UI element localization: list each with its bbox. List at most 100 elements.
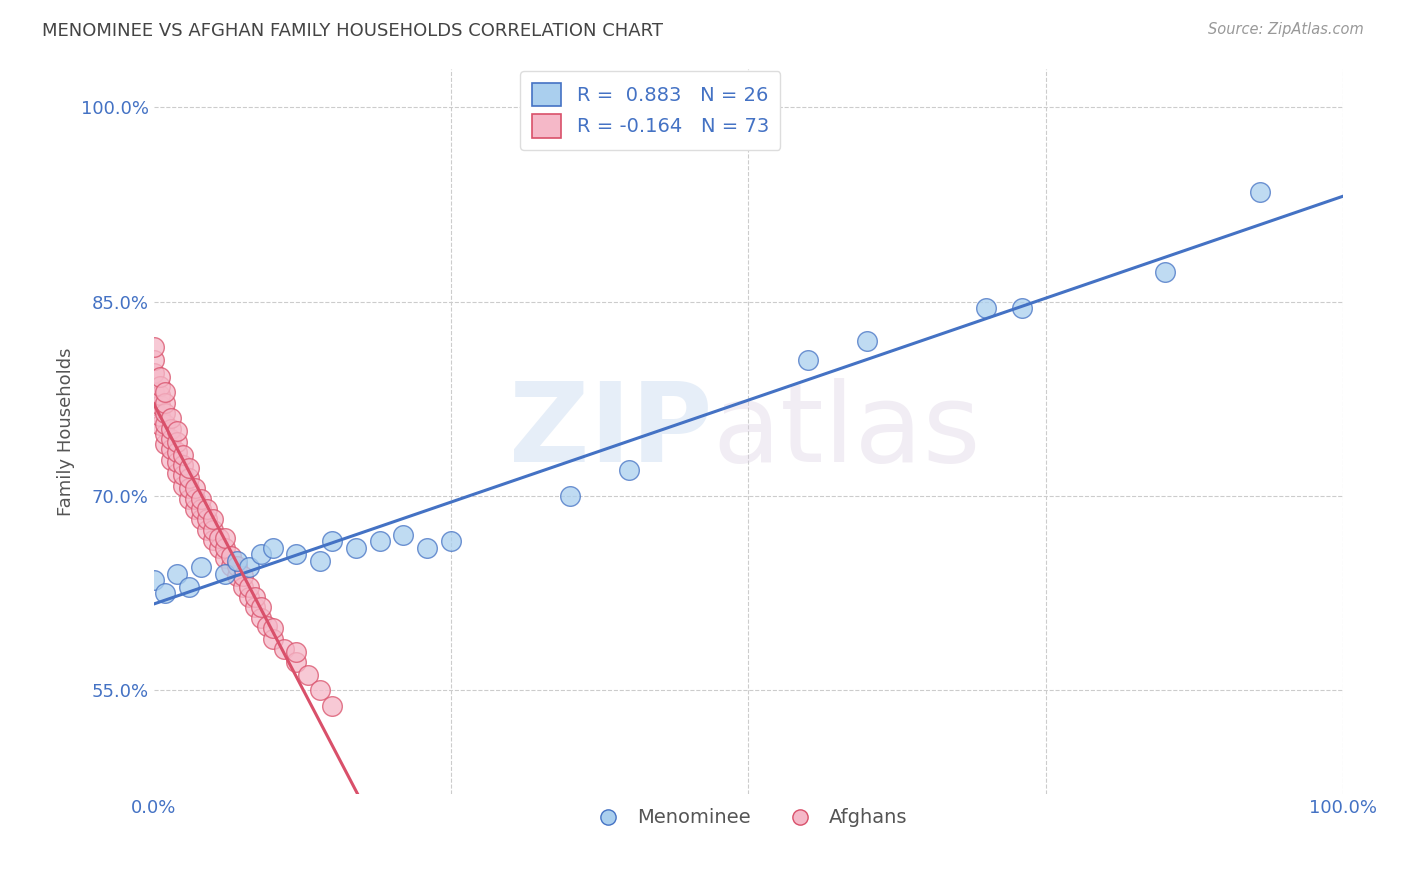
Point — [256, 618, 278, 632]
Point — [166, 466, 188, 480]
Point — [238, 560, 260, 574]
Point — [195, 512, 218, 526]
Point — [148, 409, 170, 423]
Legend: Menominee, Afghans: Menominee, Afghans — [581, 800, 915, 835]
Point — [219, 559, 242, 574]
Point — [142, 574, 165, 588]
Point — [190, 502, 212, 516]
Point — [179, 491, 201, 506]
Point — [179, 471, 201, 485]
Point — [179, 460, 201, 475]
Point — [285, 644, 308, 658]
Point — [249, 547, 271, 561]
Point — [974, 301, 997, 316]
Point — [202, 533, 225, 548]
Point — [249, 600, 271, 615]
Point — [160, 432, 183, 446]
Point — [262, 632, 284, 646]
Y-axis label: Family Households: Family Households — [58, 347, 75, 516]
Point — [190, 491, 212, 506]
Point — [214, 531, 236, 545]
Point — [190, 512, 212, 526]
Point — [214, 566, 236, 581]
Point — [225, 554, 247, 568]
Point — [148, 379, 170, 393]
Point — [160, 452, 183, 467]
Point — [179, 481, 201, 495]
Point — [184, 502, 207, 516]
Point — [1153, 265, 1175, 279]
Point — [202, 523, 225, 537]
Point — [208, 531, 231, 545]
Point — [172, 458, 194, 472]
Point — [225, 569, 247, 583]
Point — [155, 396, 177, 410]
Point — [184, 481, 207, 495]
Point — [232, 580, 254, 594]
Point — [166, 566, 188, 581]
Point — [202, 512, 225, 526]
Point — [440, 534, 463, 549]
Point — [142, 340, 165, 354]
Point — [166, 445, 188, 459]
Point — [309, 554, 332, 568]
Point — [155, 417, 177, 431]
Point — [219, 549, 242, 563]
Point — [142, 398, 165, 412]
Point — [208, 541, 231, 555]
Point — [155, 437, 177, 451]
Point — [262, 621, 284, 635]
Point — [195, 502, 218, 516]
Point — [166, 424, 188, 438]
Point — [238, 590, 260, 604]
Text: ZIP: ZIP — [509, 378, 713, 484]
Point — [142, 366, 165, 380]
Point — [796, 353, 818, 368]
Point — [273, 642, 295, 657]
Point — [142, 353, 165, 368]
Point — [249, 611, 271, 625]
Point — [232, 569, 254, 583]
Point — [368, 534, 391, 549]
Point — [262, 541, 284, 555]
Text: atlas: atlas — [713, 378, 981, 484]
Text: MENOMINEE VS AFGHAN FAMILY HOUSEHOLDS CORRELATION CHART: MENOMINEE VS AFGHAN FAMILY HOUSEHOLDS CO… — [42, 22, 664, 40]
Point — [416, 541, 439, 555]
Point — [160, 422, 183, 436]
Point — [155, 385, 177, 400]
Point — [155, 406, 177, 420]
Point — [558, 489, 581, 503]
Point — [155, 426, 177, 441]
Point — [344, 541, 367, 555]
Text: Source: ZipAtlas.com: Source: ZipAtlas.com — [1208, 22, 1364, 37]
Point — [179, 580, 201, 594]
Point — [321, 698, 343, 713]
Point — [184, 491, 207, 506]
Point — [172, 479, 194, 493]
Point — [172, 468, 194, 483]
Point — [238, 580, 260, 594]
Point — [148, 388, 170, 402]
Point — [148, 369, 170, 384]
Point — [297, 668, 319, 682]
Point — [225, 559, 247, 574]
Point — [285, 547, 308, 561]
Point — [243, 600, 266, 615]
Point — [160, 442, 183, 457]
Point — [214, 541, 236, 555]
Point — [166, 434, 188, 449]
Point — [142, 385, 165, 400]
Point — [155, 586, 177, 600]
Point — [856, 334, 879, 348]
Point — [172, 448, 194, 462]
Point — [1249, 185, 1271, 199]
Point — [619, 463, 641, 477]
Point — [321, 534, 343, 549]
Point — [190, 560, 212, 574]
Point — [214, 551, 236, 566]
Point — [160, 411, 183, 425]
Point — [195, 523, 218, 537]
Point — [392, 528, 415, 542]
Point — [148, 417, 170, 432]
Point — [243, 590, 266, 604]
